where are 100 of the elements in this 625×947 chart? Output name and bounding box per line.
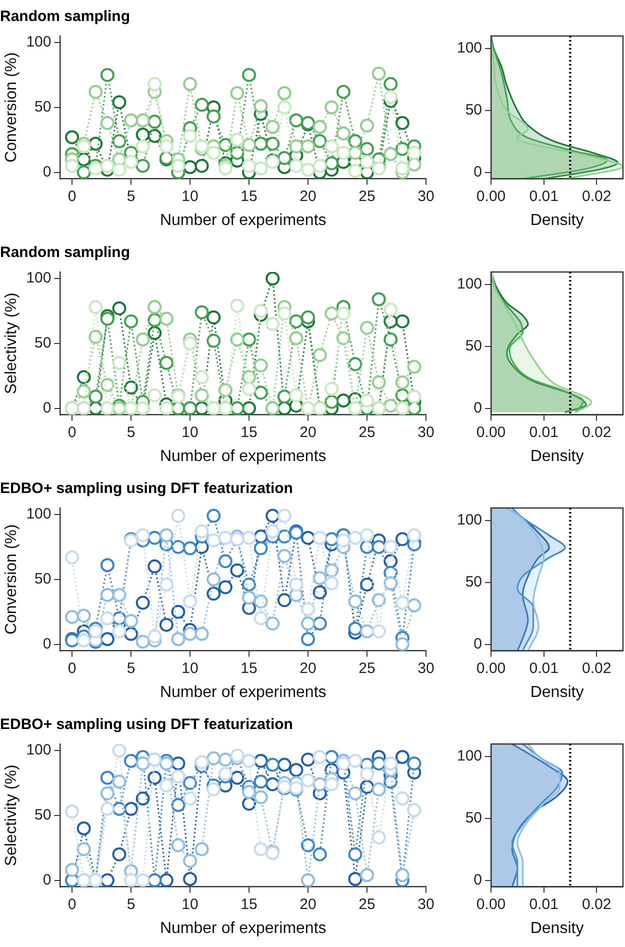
x-tick-label: 30 (418, 424, 434, 441)
y-tick-label: 100 (26, 34, 52, 51)
y-tick-label: 0 (42, 163, 52, 180)
x-tick-label: 0.02 (582, 896, 612, 913)
point (136, 756, 150, 770)
point (76, 608, 91, 623)
x-tick-label: 20 (300, 896, 316, 913)
point (395, 401, 410, 415)
point (301, 162, 316, 177)
point (407, 360, 422, 374)
point (312, 120, 327, 134)
y-tick-label: 100 (26, 270, 52, 287)
point (266, 616, 280, 631)
point (65, 130, 80, 144)
y-tick-label: 50 (465, 574, 482, 591)
point (183, 77, 198, 92)
point (88, 624, 103, 638)
point (395, 116, 410, 130)
point (348, 530, 362, 545)
point (348, 164, 362, 178)
point (289, 578, 304, 592)
point (206, 572, 221, 586)
point (289, 388, 304, 402)
point (360, 624, 374, 638)
point (171, 769, 186, 784)
point (136, 873, 150, 887)
point (372, 593, 386, 608)
point (148, 114, 162, 129)
point (395, 375, 410, 390)
point (277, 100, 292, 114)
chart-title: EDBO+ sampling using DFT featurization (0, 480, 293, 498)
x-axis-title: Number of experiments (160, 212, 326, 229)
point (254, 754, 268, 768)
point (348, 754, 362, 768)
x-tick-label: 15 (240, 896, 258, 913)
point (183, 872, 198, 886)
point (171, 508, 186, 523)
point (336, 756, 350, 770)
point (395, 161, 410, 176)
y-tick-label: 50 (34, 806, 52, 824)
point (372, 375, 386, 390)
point (372, 540, 386, 554)
point (254, 842, 268, 856)
point (65, 610, 80, 624)
point (360, 528, 374, 542)
point (124, 614, 138, 628)
point (88, 330, 103, 344)
point (183, 626, 198, 641)
point (242, 401, 256, 415)
point (277, 508, 292, 523)
point (230, 298, 244, 313)
x-tick-label: 0 (68, 188, 76, 205)
x-tick-label: 20 (300, 424, 316, 441)
point (348, 872, 362, 886)
point (242, 68, 256, 82)
point (301, 632, 316, 646)
point (100, 588, 114, 602)
x-tick-label: 5 (126, 424, 136, 441)
chart-title: Random sampling (0, 8, 130, 26)
point (159, 312, 174, 326)
point (206, 146, 221, 160)
point (372, 292, 386, 306)
point (183, 854, 198, 868)
point (348, 786, 362, 800)
point (242, 138, 256, 152)
point (336, 533, 350, 548)
point (76, 821, 91, 836)
point (148, 770, 162, 785)
point (112, 95, 126, 110)
point (254, 304, 268, 318)
point (112, 744, 126, 758)
point (218, 580, 232, 594)
point (384, 398, 398, 413)
point (395, 532, 410, 546)
point (124, 873, 138, 887)
point (206, 310, 221, 324)
point (384, 77, 398, 92)
y-tick-label: 0 (42, 635, 52, 652)
point (407, 390, 422, 404)
point (230, 132, 244, 147)
x-tick-label: 25 (358, 188, 376, 205)
point (183, 128, 198, 143)
point (112, 134, 126, 148)
point (372, 66, 386, 81)
point (324, 382, 339, 396)
point (407, 146, 422, 160)
point (254, 386, 268, 400)
point (88, 161, 103, 176)
point (395, 596, 410, 610)
point (206, 533, 221, 548)
point (206, 751, 221, 766)
point (100, 158, 114, 173)
point (395, 868, 410, 882)
x-tick-label: 0 (68, 896, 76, 913)
x-axis-title: Number of experiments (160, 920, 326, 937)
point (301, 873, 316, 887)
point (289, 331, 304, 346)
point (384, 756, 398, 770)
point (230, 770, 244, 785)
point (159, 618, 174, 632)
